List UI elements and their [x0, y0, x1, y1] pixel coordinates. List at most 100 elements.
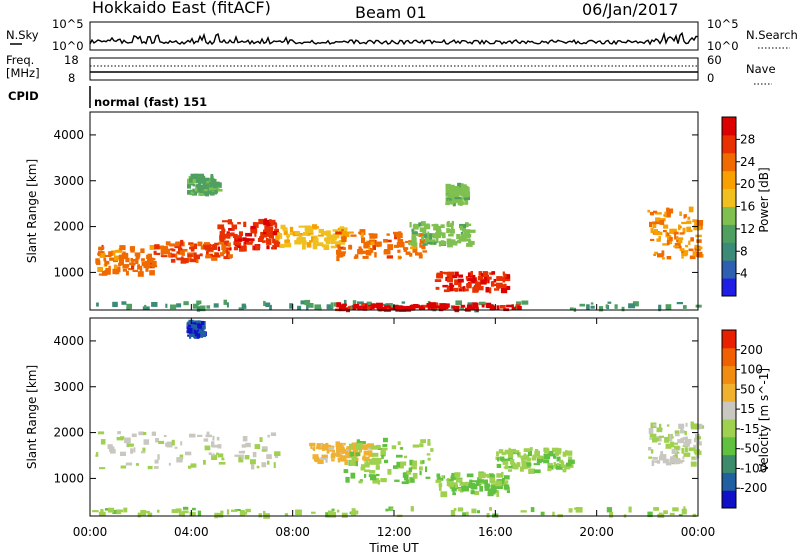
heatmap-cell — [680, 427, 684, 431]
heatmap-cell — [431, 224, 437, 227]
heatmap-cell — [368, 233, 374, 236]
heatmap-cell — [415, 252, 422, 256]
heatmap-cell — [320, 457, 327, 460]
heatmap-cell — [381, 307, 387, 311]
heatmap-cell — [295, 509, 302, 516]
heatmap-cell — [682, 437, 686, 441]
power-colorbar-label: Power [dB] — [757, 167, 771, 232]
heatmap-cell — [672, 228, 677, 235]
heatmap-cell — [331, 452, 337, 457]
heatmap-cell — [183, 510, 189, 514]
heatmap-cell — [470, 271, 473, 277]
heatmap-cell — [466, 277, 474, 282]
heatmap-cell — [673, 461, 680, 465]
heatmap-cell — [313, 237, 319, 244]
heatmap-cell — [183, 506, 189, 510]
heatmap-cell — [458, 288, 463, 292]
heatmap-cell — [397, 462, 404, 469]
heatmap-cell — [336, 302, 341, 308]
heatmap-cell — [470, 480, 478, 483]
heatmap-cell — [119, 259, 124, 266]
heatmap-cell — [195, 257, 199, 263]
colorbar-tick-label: 4 — [740, 267, 748, 281]
heatmap-cell — [260, 231, 267, 237]
heatmap-cell — [336, 509, 340, 513]
heatmap-cell — [140, 248, 145, 254]
heatmap-cell — [151, 302, 158, 307]
heatmap-cell — [656, 231, 663, 236]
heatmap-cell — [176, 457, 183, 463]
heatmap-cell — [330, 454, 335, 459]
heatmap-cell — [393, 231, 399, 235]
heatmap-cell — [208, 452, 212, 456]
heatmap-cell — [119, 254, 124, 261]
heatmap-cell — [670, 456, 677, 462]
heatmap-cell — [690, 421, 694, 426]
heatmap-cell — [254, 444, 261, 449]
x-axis: 00:00 04:00 08:00 12:00 16:00 20:00 00:00 — [73, 304, 715, 539]
heatmap-cell — [675, 449, 678, 455]
heatmap-cell — [502, 480, 509, 484]
heatmap-cell — [250, 227, 258, 234]
heatmap-cell — [669, 512, 675, 516]
heatmap-cell — [371, 457, 378, 462]
heatmap-cell — [189, 244, 195, 247]
heatmap-cell — [649, 433, 657, 440]
heatmap-cell — [299, 236, 303, 239]
heatmap-cell — [435, 286, 440, 290]
heatmap-cell — [157, 454, 160, 460]
heatmap-cell — [450, 222, 454, 227]
heatmap-cell — [197, 434, 203, 437]
heatmap-cell — [449, 273, 454, 277]
heatmap-cell — [554, 451, 559, 456]
heatmap-cell — [191, 243, 198, 249]
heatmap-cell — [474, 281, 482, 287]
heatmap-cell — [180, 239, 184, 246]
heatmap-cell — [672, 507, 679, 512]
heatmap-cell — [692, 513, 697, 517]
heatmap-cell — [485, 286, 490, 293]
heatmap-cell — [621, 306, 625, 312]
heatmap-cell — [401, 481, 409, 485]
heatmap-cell — [127, 443, 133, 447]
heatmap-cell — [328, 510, 334, 516]
heatmap-cell — [366, 250, 372, 255]
heatmap-cell — [179, 454, 184, 459]
heatmap-cell — [659, 454, 667, 460]
heatmap-cell — [206, 247, 213, 252]
heatmap-cell — [476, 306, 479, 309]
heatmap-cell — [316, 444, 321, 450]
heatmap-cell — [118, 262, 122, 266]
heatmap-cell — [654, 251, 658, 255]
heatmap-cell — [521, 462, 526, 468]
heatmap-cell — [408, 467, 413, 472]
heatmap-cell — [149, 270, 155, 276]
heatmap-cell — [133, 447, 136, 453]
heatmap-cell — [95, 452, 99, 457]
heatmap-cell — [695, 234, 702, 238]
noise-panel — [89, 21, 699, 51]
heatmap-cell — [121, 253, 129, 258]
heatmap-cell — [152, 260, 157, 266]
heatmap-cell — [189, 177, 193, 183]
heatmap-cell — [439, 271, 443, 275]
heatmap-cell — [315, 458, 320, 463]
heatmap-cell — [427, 457, 431, 461]
heatmap-cell — [427, 439, 431, 443]
heatmap-cell — [530, 507, 535, 513]
heatmap-cell — [389, 307, 394, 311]
heatmap-cell — [339, 226, 345, 232]
heatmap-cell — [690, 237, 694, 242]
x-tick-label: 00:00 — [73, 525, 108, 539]
heatmap-cell — [221, 244, 227, 250]
heatmap-cell — [680, 437, 683, 441]
heatmap-cell — [686, 229, 693, 233]
heatmap-cell — [526, 462, 532, 467]
colorbar-swatch — [722, 188, 736, 207]
heatmap-cell — [228, 228, 235, 231]
heatmap-cell — [426, 303, 429, 308]
noise-left-label: N.Sky — [6, 28, 39, 42]
heatmap-cell — [377, 457, 382, 464]
heatmap-cell — [547, 462, 553, 466]
heatmap-cell — [520, 466, 524, 472]
